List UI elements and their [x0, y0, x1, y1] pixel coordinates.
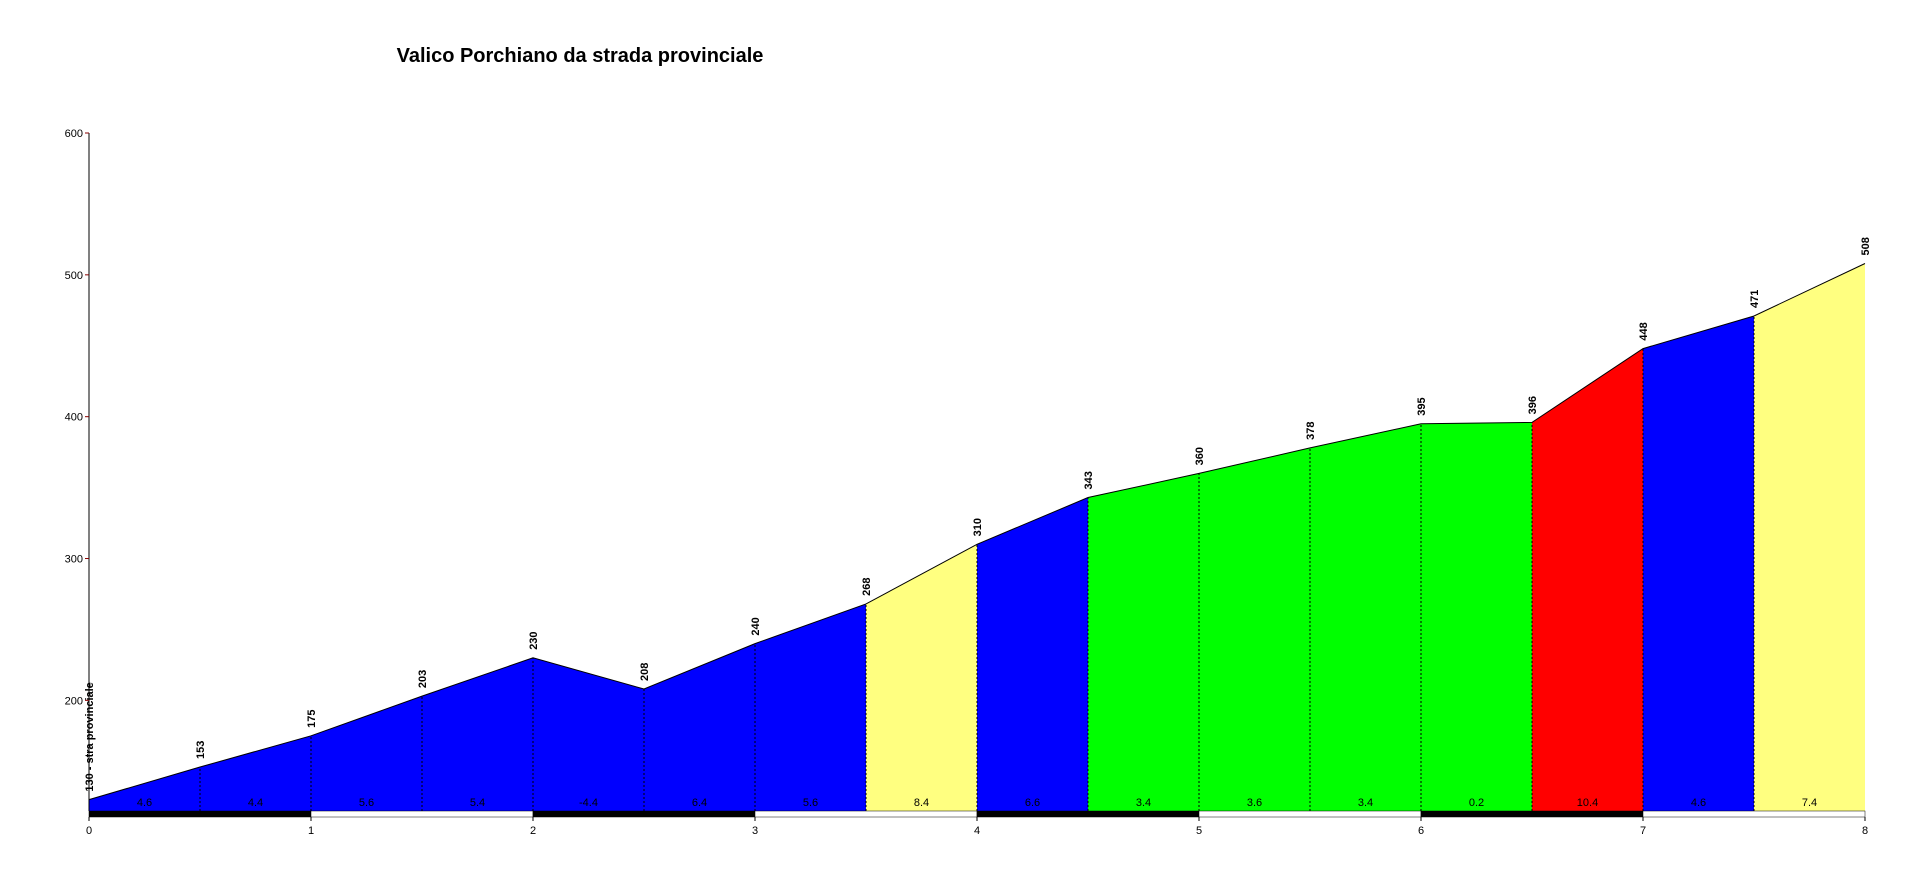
segment: [1754, 263, 1865, 811]
km-strip: [1420, 810, 1644, 818]
gradient-label: 5.6: [803, 797, 818, 809]
gradient-label: 0.2: [1469, 797, 1484, 809]
segment: [1088, 473, 1199, 811]
elevation-label: 310: [972, 518, 984, 536]
y-tick-label: 600: [65, 128, 83, 140]
km-strip: [310, 810, 534, 818]
gradient-label: 6.6: [1025, 797, 1040, 809]
elevation-label: 175: [306, 709, 318, 727]
elevation-label: 153: [195, 741, 207, 759]
x-tick-label: 7: [1640, 825, 1646, 837]
km-strip: [754, 810, 978, 818]
km-strip: [1642, 810, 1866, 818]
elevation-label: 240: [750, 617, 762, 635]
x-tick-label: 2: [530, 825, 536, 837]
km-strip: [88, 810, 312, 818]
gradient-label: -4.4: [579, 797, 598, 809]
segment: [200, 735, 311, 811]
gradient-label: 3.4: [1136, 797, 1151, 809]
elevation-label: 448: [1638, 322, 1650, 340]
segment: [1643, 315, 1754, 811]
elevation-label: 208: [639, 663, 651, 681]
elevation-label: 203: [417, 670, 429, 688]
x-tick-label: 5: [1196, 825, 1202, 837]
chart-title: Valico Porchiano da strada provinciale: [397, 45, 764, 67]
gradient-label: 10.4: [1577, 797, 1598, 809]
gradient-label: 4.6: [137, 797, 152, 809]
elevation-label: 508: [1860, 237, 1872, 255]
elevation-label: 268: [861, 578, 873, 596]
gradient-label: 4.4: [248, 797, 263, 809]
segment: [977, 497, 1088, 811]
segment: [1532, 348, 1643, 811]
segment: [1421, 422, 1532, 811]
segment: [1310, 423, 1421, 811]
y-tick-label: 300: [65, 554, 83, 566]
gradient-label: 4.6: [1691, 797, 1706, 809]
segment: [311, 696, 422, 811]
elevation-label: 230: [528, 631, 540, 649]
gradient-label: 5.6: [359, 797, 374, 809]
segment: [1199, 447, 1310, 811]
segment: [866, 544, 977, 811]
x-tick-label: 8: [1862, 825, 1868, 837]
y-tick-label: 400: [65, 412, 83, 424]
km-strip: [1198, 810, 1422, 818]
x-tick-label: 3: [752, 825, 758, 837]
gradient-label: 3.4: [1358, 797, 1373, 809]
gradient-label: 7.4: [1802, 797, 1817, 809]
elevation-label: 395: [1416, 397, 1428, 415]
profile-line: [88, 263, 1866, 801]
segment: [755, 603, 866, 811]
x-tick-label: 0: [86, 825, 92, 837]
segment: [422, 657, 533, 811]
x-tick-label: 4: [974, 825, 980, 837]
segment: [89, 767, 200, 811]
y-tick-label: 500: [65, 270, 83, 282]
elevation-label: 471: [1749, 290, 1761, 308]
elevation-label: 343: [1083, 471, 1095, 489]
gradient-label: 3.6: [1247, 797, 1262, 809]
elevation-label: 360: [1194, 447, 1206, 465]
gradient-label: 6.4: [692, 797, 707, 809]
km-strip: [976, 810, 1200, 818]
segment: [644, 643, 755, 811]
elevation-label: 396: [1527, 396, 1539, 414]
elevation-label: 130 - stra provinciale: [84, 682, 96, 791]
km-strip: [532, 810, 756, 818]
gradient-label: 5.4: [470, 797, 485, 809]
elevation-label: 378: [1305, 422, 1317, 440]
x-tick-label: 1: [308, 825, 314, 837]
x-tick-label: 6: [1418, 825, 1424, 837]
gradient-label: 8.4: [914, 797, 929, 809]
segment: [533, 657, 644, 811]
y-tick-label: 200: [65, 695, 83, 707]
